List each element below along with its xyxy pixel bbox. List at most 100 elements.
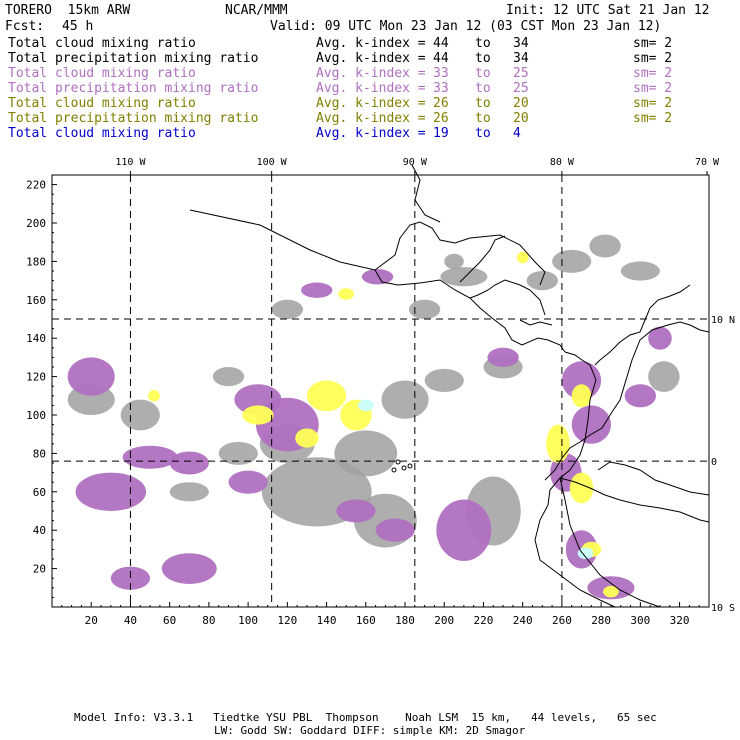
legend-to-word: to xyxy=(475,81,491,96)
legend-to: 25 xyxy=(513,81,529,96)
legend-field: Total precipitation mixing ratio xyxy=(8,81,259,96)
cloud-purple-blob xyxy=(110,566,151,590)
cloud-gray-blob xyxy=(526,271,558,291)
legend-from: 44 xyxy=(433,36,449,51)
longitude-label: 90 W xyxy=(403,157,428,168)
cloud-purple-blob xyxy=(67,357,115,396)
legend-sm: sm= 2 xyxy=(633,111,673,126)
legend-field: Total precipitation mixing ratio xyxy=(8,111,259,126)
legend-avg: Avg. k-index = xyxy=(316,81,426,96)
legend-to-word: to xyxy=(475,51,491,66)
legend-from: 33 xyxy=(433,66,449,81)
cloud-purple-blob xyxy=(375,518,415,542)
cloud-purple-blob xyxy=(228,470,268,494)
legend-to-word: to xyxy=(475,66,491,81)
cloud-gray-blob xyxy=(334,430,398,477)
y-tick-label: 120 xyxy=(26,371,46,384)
longitude-label: 70 W xyxy=(695,157,720,168)
cloud-yellow-blob xyxy=(571,384,592,408)
latitude-label: 10 S xyxy=(711,603,735,614)
x-tick-label: 40 xyxy=(124,614,137,627)
y-tick-label: 200 xyxy=(26,217,46,230)
x-tick-label: 200 xyxy=(434,614,454,627)
legend-to-word: to xyxy=(475,96,491,111)
cloud-yellow-blob xyxy=(306,380,347,412)
longitude-label: 100 W xyxy=(257,157,288,168)
legend-row: Total cloud mixing ratio Avg. k-index = 33… xyxy=(8,66,733,81)
legend-field: Total cloud mixing ratio xyxy=(8,66,196,81)
cloud-gray-blob xyxy=(444,253,464,270)
coastline xyxy=(544,321,710,481)
y-tick-label: 20 xyxy=(33,563,46,576)
y-tick-label: 40 xyxy=(33,524,46,537)
latitude-label: 10 N xyxy=(711,315,735,326)
legend-from: 44 xyxy=(433,51,449,66)
init-time: Init: 12 UTC Sat 21 Jan 12 xyxy=(506,3,710,18)
forecast-label: Fcst: xyxy=(5,19,45,34)
cloud-yellow-blob xyxy=(603,585,619,598)
longitude-label: 80 W xyxy=(550,157,575,168)
x-tick-label: 300 xyxy=(630,614,650,627)
legend-row: Total cloud mixing ratio Avg. k-index = 44… xyxy=(8,36,733,51)
cloud-gray-blob xyxy=(589,234,621,258)
cloud-gray-blob xyxy=(440,267,488,287)
legend-row: Total precipitation mixing ratio Avg. k-i… xyxy=(8,81,733,96)
y-tick-label: 140 xyxy=(26,332,46,345)
cloud-gray-blob xyxy=(408,299,441,319)
legend-field: Total cloud mixing ratio xyxy=(8,96,196,111)
cloud-purple-blob xyxy=(336,499,376,523)
y-tick-label: 80 xyxy=(33,447,46,460)
coastline xyxy=(411,164,441,223)
x-tick-label: 120 xyxy=(277,614,297,627)
cloud-gray-blob xyxy=(620,261,660,281)
legend-to: 4 xyxy=(513,126,521,141)
cloud-gray-blob xyxy=(552,249,592,273)
cloud-purple-blob xyxy=(561,361,602,400)
legend-from: 26 xyxy=(433,111,449,126)
legend-from: 26 xyxy=(433,96,449,111)
cloud-purple-blob xyxy=(436,499,492,561)
island-outline xyxy=(407,463,413,469)
legend-to: 34 xyxy=(513,36,529,51)
legend-row: Total cloud mixing ratio Avg. k-index = 19… xyxy=(8,126,733,141)
longitude-label: 110 W xyxy=(115,157,146,168)
forecast-hour: 45 h xyxy=(62,19,94,34)
cloud-cyan-blob xyxy=(357,399,374,412)
x-tick-label: 280 xyxy=(591,614,611,627)
legend-avg: Avg. k-index = xyxy=(316,66,426,81)
legend-sm: sm= 2 xyxy=(633,66,673,81)
latitude-label: 0 xyxy=(711,457,717,468)
y-tick-label: 180 xyxy=(26,255,46,268)
cloud-gray-blob xyxy=(648,361,680,392)
cloud-purple-blob xyxy=(624,384,657,408)
coastline xyxy=(597,461,710,496)
x-tick-label: 220 xyxy=(474,614,494,627)
legend-to-word: to xyxy=(475,36,491,51)
legend-sm: sm= 2 xyxy=(633,51,673,66)
cloud-yellow-blob xyxy=(546,424,570,463)
coastline xyxy=(519,319,553,326)
y-tick-label: 220 xyxy=(26,179,46,192)
legend-avg: Avg. k-index = xyxy=(316,51,426,66)
legend-field: Total cloud mixing ratio xyxy=(8,36,196,51)
x-tick-label: 320 xyxy=(670,614,690,627)
cloud-purple-blob xyxy=(169,451,209,475)
legend-row: Total precipitation mixing ratio Avg. k-i… xyxy=(8,51,733,66)
legend-sm: sm= 2 xyxy=(633,96,673,111)
legend-to-word: to xyxy=(475,111,491,126)
cloud-gray-blob xyxy=(424,368,464,392)
cloud-gray-blob xyxy=(381,380,429,419)
x-tick-label: 180 xyxy=(395,614,415,627)
cloud-gray-blob xyxy=(271,299,304,319)
cloud-gray-blob xyxy=(212,367,245,387)
legend-avg: Avg. k-index = xyxy=(316,111,426,126)
legend-row: Total precipitation mixing ratio Avg. k-i… xyxy=(8,111,733,126)
x-tick-label: 60 xyxy=(163,614,176,627)
footer-physics-info: LW: Godd SW: Goddard DIFF: simple KM: 2D… xyxy=(214,724,526,737)
coastline xyxy=(559,477,710,523)
coastline xyxy=(559,477,661,608)
coastline xyxy=(459,235,506,283)
y-tick-label: 60 xyxy=(33,486,46,499)
legend-field: Total cloud mixing ratio xyxy=(8,126,196,141)
cloud-yellow-blob xyxy=(148,390,160,402)
